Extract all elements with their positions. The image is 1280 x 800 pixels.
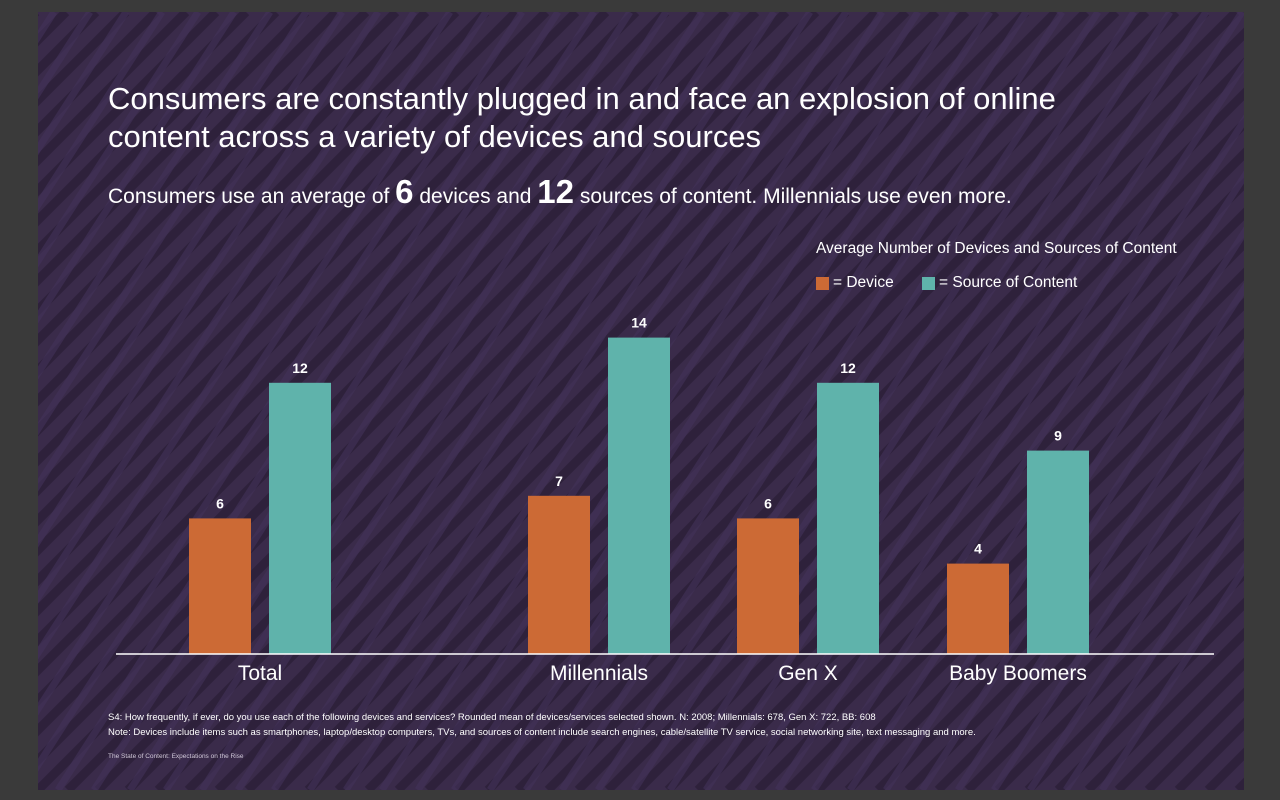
data-label-gen-x-source: 12	[840, 360, 856, 376]
slide-subtitle: Consumers use an average of 6 devices an…	[108, 175, 1158, 212]
bar-millennials-source	[608, 337, 670, 654]
bar-millennials-device	[528, 495, 590, 654]
legend-item-source: = Source of Content	[922, 274, 1077, 292]
x-axis-label-millennials: Millennials	[550, 662, 648, 685]
data-label-total-device: 6	[216, 495, 224, 511]
data-label-millennials-source: 14	[631, 315, 647, 331]
x-axis-label-gen-x: Gen X	[778, 662, 838, 685]
bar-gen-x-source	[817, 382, 879, 654]
bar-total-device	[189, 518, 251, 654]
data-label-baby-boomers-device: 4	[974, 541, 982, 557]
subtitle-text-1: Consumers use an average of	[108, 185, 396, 208]
x-axis-label-baby-boomers: Baby Boomers	[949, 662, 1087, 685]
data-label-gen-x-device: 6	[764, 495, 772, 511]
subtitle-source-count: 12	[537, 173, 574, 210]
legend-swatch-source	[922, 276, 935, 290]
bar-total-source	[269, 382, 331, 654]
legend-item-device: = Device	[816, 274, 894, 292]
slide-title-line-2: content across a variety of devices and …	[108, 119, 762, 154]
data-label-baby-boomers-source: 9	[1054, 428, 1062, 444]
data-label-total-source: 12	[292, 360, 308, 376]
bar-baby-boomers-device	[947, 563, 1009, 654]
slide: Consumers are constantly plugged in and …	[38, 12, 1244, 790]
bar-gen-x-device	[737, 518, 799, 654]
legend-label-device: = Device	[833, 274, 894, 291]
legend-swatch-device	[816, 276, 829, 290]
bar-baby-boomers-source	[1027, 450, 1089, 654]
subtitle-device-count: 6	[395, 173, 414, 210]
footnote-note: Note: Devices include items such as smar…	[108, 727, 976, 738]
source-text: The State of Content: Expectations on th…	[108, 753, 244, 760]
footnote-question: S4: How frequently, if ever, do you use …	[108, 712, 876, 723]
legend-label-source: = Source of Content	[939, 274, 1078, 291]
subtitle-text-3: sources of content. Millennials use even…	[574, 185, 1012, 208]
subtitle-text-2: devices and	[413, 185, 538, 208]
slide-title: Consumers are constantly plugged in and …	[108, 80, 1108, 156]
bar-chart: 6 12 Total 7 14 Millennials 6 12 Gen X 4 9 Baby Boo…	[116, 315, 1214, 685]
data-label-millennials-device: 7	[555, 473, 563, 489]
legend-title: Average Number of Devices and Sources of…	[816, 240, 1177, 257]
x-axis-label-total: Total	[238, 662, 282, 685]
slide-title-line-1: Consumers are constantly plugged in and …	[108, 81, 1056, 116]
